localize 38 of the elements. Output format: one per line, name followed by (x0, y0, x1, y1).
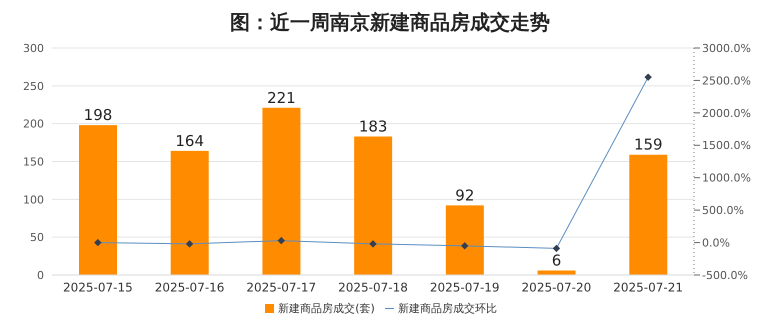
x-tick-label: 2025-07-16 (154, 280, 224, 295)
y2-tick-label: 500.0% (702, 204, 744, 218)
y-tick-label: 0 (37, 269, 44, 282)
y-tick-label: 200 (23, 118, 44, 131)
data-label: 164 (175, 132, 204, 150)
x-tick-label: 2025-07-18 (338, 280, 408, 295)
data-label: 183 (358, 118, 388, 136)
bar (446, 205, 484, 275)
chart-title: 图：近一周南京新建商品房成交走势 (229, 9, 551, 36)
data-label: 6 (552, 251, 562, 270)
bar (354, 136, 392, 275)
x-tick-label: 2025-07-20 (522, 280, 592, 295)
bar (262, 108, 300, 275)
y-tick-label: 100 (23, 193, 44, 206)
y2-tick-label: 1000.0% (702, 172, 751, 185)
x-tick-label: 2025-07-19 (430, 280, 500, 295)
y2-tick-label: 0.0% (702, 236, 730, 250)
bar (629, 154, 668, 275)
data-label: 198 (84, 106, 112, 124)
y2-tick-label: 3000.0% (702, 42, 751, 55)
y-tick-label: 250 (23, 80, 44, 93)
x-tick-label: 2025-07-21 (613, 280, 684, 295)
data-label: 92 (455, 186, 474, 204)
y-tick-label: 150 (23, 156, 44, 168)
y-tick-label: 50 (30, 231, 44, 244)
y2-tick-label: 2500.0% (702, 74, 751, 88)
x-tick-label: 2025-07-17 (246, 280, 316, 295)
bar (170, 150, 209, 275)
data-label: 159 (634, 136, 663, 154)
y-tick-label: 300 (23, 42, 44, 55)
y2-tick-label: -500.0% (702, 268, 748, 282)
y2-tick-label: 2000.0% (702, 106, 751, 120)
x-tick-label: 2025-07-15 (62, 280, 133, 295)
y2-tick-label: 1500.0% (702, 139, 751, 152)
bar (79, 125, 117, 275)
data-label: 221 (267, 88, 296, 107)
legend-label: 新建商品房成交(套) (278, 302, 375, 315)
legend-label: 新建商品房成交环比 (398, 302, 497, 315)
